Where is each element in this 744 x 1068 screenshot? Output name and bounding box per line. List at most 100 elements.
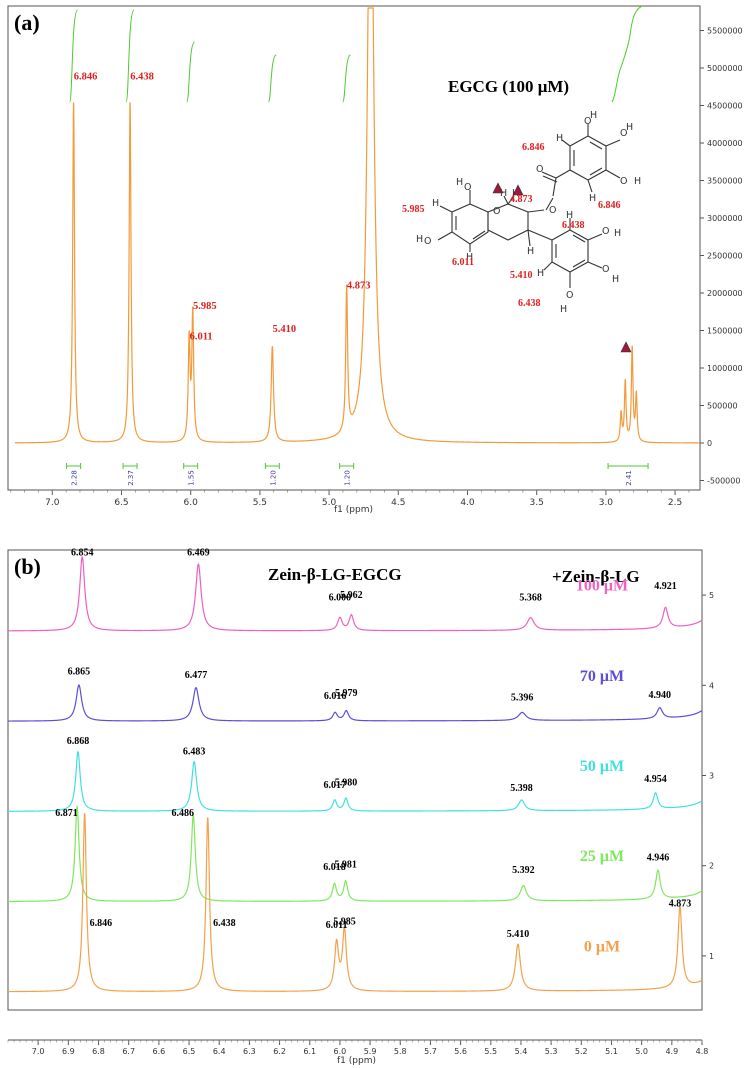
integral-curve [342, 54, 352, 103]
integral-curve [69, 9, 79, 103]
x-tick-label: 5.3 [545, 1047, 558, 1056]
panel-b: (b) Zein-β-LG-EGCG +Zein-β-LG f1 (ppm) 7… [7, 547, 714, 1066]
x-tick-label: 6.6 [153, 1047, 166, 1056]
egcg-shift-labels: 6.846 6.846 5.985 4.873 6.438 5.410 6.01… [402, 142, 621, 309]
peak-label: 4.940 [649, 690, 672, 701]
peak-label: 4.873 [347, 281, 371, 292]
atom-o: O [602, 264, 609, 275]
atom-o: O [493, 206, 500, 217]
peak-label: 6.469 [187, 547, 210, 558]
y-tick-label: 3500000 [707, 177, 743, 186]
peak-label: 6.854 [71, 547, 94, 558]
peak-label: 6.438 [213, 918, 236, 929]
peak-label: 5.392 [512, 865, 535, 876]
panel-a-annotation-title: EGCG (100 μM) [448, 77, 569, 96]
egcg-triangle-markers [492, 182, 632, 353]
panel-a-integral-bars: 2.28 2.37 1.55 1.20 1.20 2.41 [66, 463, 649, 486]
y-tick-label: 5000000 [707, 64, 743, 73]
spectrum-line [8, 556, 703, 632]
integral-curve [267, 54, 277, 103]
atom-h: H [626, 122, 633, 133]
peak-label: 5.368 [519, 593, 542, 604]
panel-a-label: (a) [14, 10, 40, 35]
y-tick-label: 1500000 [707, 327, 743, 336]
x-tick-label: 5.1 [605, 1047, 618, 1056]
panel-a-spectrum [14, 7, 700, 444]
x-tick-label: 5.0 [635, 1047, 648, 1056]
ester-bond [552, 177, 557, 197]
panel-a-frame [7, 5, 701, 491]
x-tick-label: 5.5 [253, 498, 267, 508]
atom-h: H [537, 268, 544, 279]
x-tick-label: 4.5 [391, 498, 405, 508]
bond [587, 179, 593, 193]
peak-label: 4.873 [669, 898, 692, 909]
egcg-atom-labels: O H O H O O H O O H H H H H H H O O H H … [416, 110, 641, 315]
atom-h: H [500, 188, 507, 199]
y-tick-label: 1 [709, 952, 714, 961]
panel-b-label: (b) [14, 554, 41, 579]
x-tick-label: 4.0 [460, 498, 475, 508]
atom-h: H [612, 274, 619, 285]
x-tick-label: 6.4 [213, 1047, 226, 1056]
panel-a-x-axis-label: f1 (ppm) [334, 505, 373, 515]
x-tick-label: 6.9 [62, 1047, 75, 1056]
peak-label: 6.486 [171, 808, 194, 819]
atom-o: O [536, 164, 543, 175]
atom-h: H [589, 193, 596, 204]
y-tick-label: 1000000 [707, 364, 743, 373]
panel-a-integral-curves [69, 5, 643, 103]
spectrum-line [8, 813, 703, 993]
y-tick-label: 500000 [707, 402, 738, 411]
atom-h: H [432, 198, 439, 209]
atom-o: O [549, 205, 556, 216]
atom-o: O [602, 226, 609, 237]
bond [543, 261, 553, 271]
carbonyl-bond [542, 175, 558, 183]
y-tick-label: 4500000 [707, 102, 743, 111]
series-name: 0 μM [584, 938, 620, 955]
peak-label: 5.981 [334, 859, 357, 870]
atom-h: H [634, 176, 641, 187]
peak-label: 5.980 [335, 777, 358, 788]
atom-h: H [466, 252, 473, 263]
panel-a-x-ticks: 7.0 6.5 6.0 5.5 5.0 4.5 4.0 3.5 3.0 2.5 [10, 490, 690, 508]
b-ring-double-bond [572, 259, 586, 268]
bond [527, 229, 553, 241]
y-tick-label: 2000000 [707, 289, 743, 298]
shift-label: 6.438 [562, 220, 585, 231]
panel-b-spectra [8, 556, 703, 993]
peak-label: 6.865 [68, 666, 91, 677]
y-tick-label: 3000000 [707, 214, 743, 223]
peak-label: 6.016 [324, 691, 347, 702]
panel-a-y-ticks: 5500000500000045000004000000350000030000… [700, 27, 743, 486]
bond [605, 169, 621, 179]
x-tick-label: 2.5 [668, 498, 682, 508]
peak-label: 5.410 [273, 324, 297, 335]
x-tick-label: 4.9 [665, 1047, 678, 1056]
integral-value: 2.37 [127, 470, 135, 486]
atom-o: O [620, 176, 627, 187]
bond [527, 229, 531, 247]
a-ring-double-bond [472, 230, 486, 240]
x-tick-label: 3.0 [599, 498, 614, 508]
ester-bond [545, 197, 554, 211]
shift-label: 6.846 [598, 200, 621, 211]
panel-b-series-names: 100 μM 70 μM 50 μM 25 μM 0 μM [576, 578, 628, 956]
b-ring [551, 229, 589, 273]
x-tick-label: 6.1 [303, 1047, 316, 1056]
bond [503, 195, 509, 205]
panel-b-y-ticks: 5 4 3 2 1 [702, 591, 714, 961]
y-tick-label: 5500000 [707, 27, 743, 36]
series-name: 25 μM [580, 848, 624, 865]
bond [561, 139, 571, 147]
panel-b-x-ticks: 7.0 6.9 6.8 6.7 6.6 6.5 6.4 6.3 6.2 6.1 6.0 5.9 5.8 5… [7, 1039, 708, 1056]
peak-label: 6.018 [323, 862, 346, 873]
panel-a: (a) EGCG (100 μM) f1 (ppm) 7.0 6.5 6.0 5.5 5… [7, 5, 743, 515]
atom-h: H [456, 177, 463, 188]
atom-h: H [590, 110, 597, 121]
peak-label: 6.846 [90, 918, 113, 929]
bond [439, 205, 453, 213]
integral-curve [611, 5, 643, 103]
